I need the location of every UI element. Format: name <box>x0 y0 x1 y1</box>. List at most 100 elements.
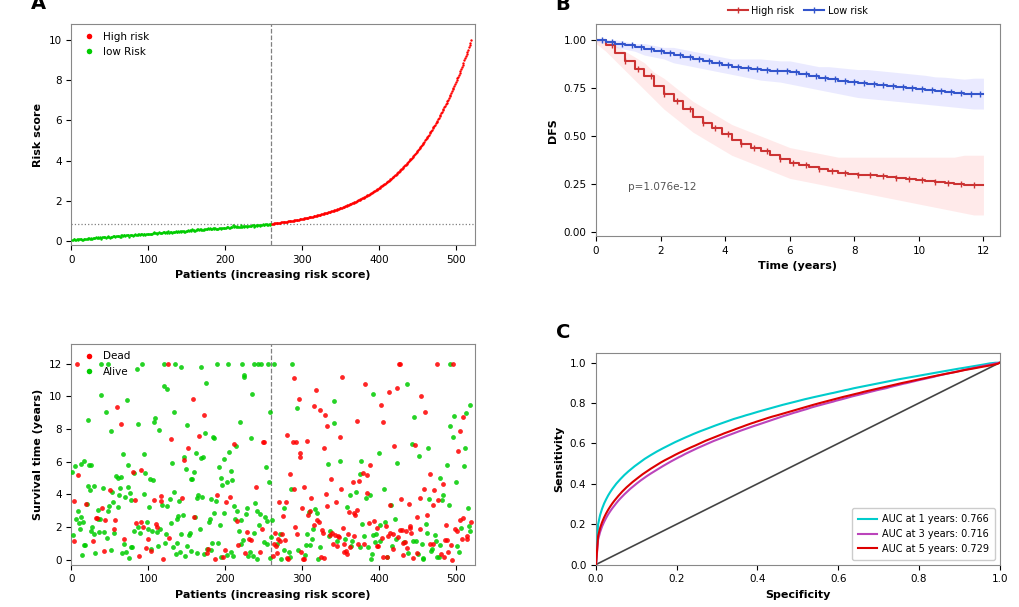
Point <box>359 488 375 498</box>
Point <box>182 225 199 235</box>
Point <box>106 231 122 241</box>
Point <box>187 449 204 458</box>
Point <box>105 231 121 241</box>
Point <box>429 114 445 124</box>
Point <box>460 45 476 55</box>
Point <box>433 495 449 504</box>
Point <box>289 215 306 225</box>
Point <box>361 460 377 470</box>
Point <box>251 220 267 229</box>
Point <box>293 214 310 224</box>
Point <box>66 496 83 506</box>
Point <box>133 229 150 239</box>
Point <box>115 231 131 240</box>
Point <box>365 390 381 399</box>
Point <box>93 390 109 400</box>
Point <box>377 521 393 531</box>
Point <box>440 93 457 103</box>
Point <box>174 510 191 520</box>
Point <box>202 494 218 504</box>
Point <box>442 90 459 100</box>
Point <box>336 534 353 544</box>
Point <box>180 530 197 540</box>
Point <box>379 532 395 541</box>
Point <box>160 359 176 368</box>
Point <box>127 518 144 528</box>
Point <box>405 152 421 161</box>
Point <box>463 518 479 527</box>
Point <box>426 485 442 495</box>
Point <box>153 491 169 501</box>
Point <box>316 209 332 219</box>
Point <box>292 214 309 224</box>
Point <box>361 190 377 200</box>
Point <box>217 545 233 555</box>
Point <box>288 215 305 225</box>
Point <box>345 532 362 541</box>
Point <box>270 218 286 228</box>
Point <box>157 538 173 548</box>
Point <box>211 462 227 472</box>
Point <box>113 231 129 240</box>
Point <box>459 47 475 56</box>
Point <box>410 549 426 559</box>
Point <box>384 172 400 182</box>
Point <box>401 521 418 531</box>
Point <box>323 206 339 216</box>
Point <box>79 233 96 243</box>
Point <box>395 537 412 547</box>
Point <box>152 524 168 534</box>
Point <box>345 198 362 208</box>
Point <box>432 109 448 118</box>
Point <box>333 203 350 212</box>
Point <box>208 359 224 368</box>
Point <box>306 401 322 410</box>
Point <box>437 520 453 530</box>
Point <box>289 403 306 413</box>
Point <box>378 178 394 188</box>
Point <box>148 519 164 529</box>
Point <box>177 226 194 236</box>
Point <box>189 493 205 503</box>
Point <box>73 234 90 244</box>
Point <box>122 495 139 504</box>
Point <box>340 507 357 517</box>
Point <box>146 417 162 427</box>
Point <box>159 227 175 237</box>
Point <box>352 194 368 204</box>
Point <box>232 540 249 549</box>
Point <box>234 535 251 544</box>
Point <box>348 196 365 206</box>
Point <box>336 202 353 211</box>
Point <box>243 535 259 544</box>
Point <box>274 217 290 227</box>
Point <box>121 554 138 563</box>
Point <box>200 223 216 233</box>
Point <box>273 554 289 564</box>
Point <box>372 182 388 192</box>
Point <box>432 549 448 559</box>
Point <box>250 359 266 368</box>
Point <box>441 92 458 101</box>
Point <box>103 232 119 242</box>
Point <box>236 221 253 231</box>
Point <box>242 548 258 557</box>
Point <box>291 453 308 463</box>
Point <box>305 520 321 530</box>
Point <box>174 493 191 503</box>
Point <box>396 537 413 546</box>
Point <box>205 509 221 518</box>
Point <box>143 229 159 239</box>
Point <box>294 214 311 223</box>
Point <box>246 220 262 230</box>
Point <box>406 412 422 421</box>
Point <box>305 211 321 221</box>
Point <box>67 235 84 245</box>
Point <box>271 536 287 546</box>
Point <box>351 476 367 486</box>
Point <box>391 166 408 176</box>
Point <box>268 548 284 558</box>
Point <box>325 396 341 406</box>
Point <box>411 524 427 534</box>
Point <box>228 516 245 526</box>
